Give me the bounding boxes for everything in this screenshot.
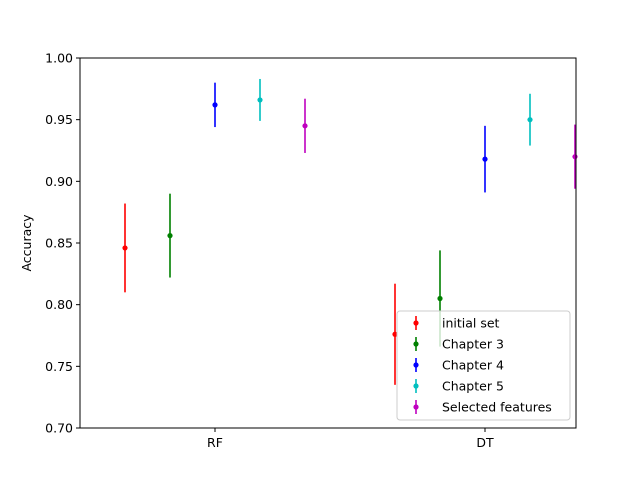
y-tick-label: 0.85 <box>45 236 73 251</box>
point-chapter-4 <box>482 156 488 162</box>
point-chapter-4 <box>212 102 218 108</box>
y-tick-label: 0.75 <box>45 359 73 374</box>
y-tick-label: 0.90 <box>45 174 73 189</box>
legend-marker-chapter-5 <box>413 383 419 389</box>
x-tick-label-rf: RF <box>207 435 223 450</box>
x-tick-label-dt: DT <box>476 435 494 450</box>
point-selected-features <box>302 123 308 129</box>
point-initial-set <box>122 245 128 251</box>
legend-marker-selected-features <box>413 404 419 410</box>
y-axis-label: Accuracy <box>19 214 34 272</box>
legend-label-initial-set: initial set <box>442 316 500 331</box>
legend-label-chapter-3: Chapter 3 <box>442 337 504 352</box>
legend-marker-chapter-4 <box>413 362 419 368</box>
y-tick-label: 0.80 <box>45 297 73 312</box>
legend: initial set Chapter 3 Chapter 4 Chapter 5 Se… <box>396 310 571 421</box>
y-tick-label: 1.00 <box>45 51 73 66</box>
point-selected-features <box>572 154 578 160</box>
legend-label-chapter-4: Chapter 4 <box>442 358 504 373</box>
x-axis: RF DT <box>207 428 494 450</box>
y-axis: 0.70 0.75 0.80 0.85 0.90 0.95 1.00 <box>45 51 80 436</box>
y-tick-label: 0.70 <box>45 421 73 436</box>
point-chapter-5 <box>527 117 533 123</box>
legend-marker-initial-set <box>413 320 419 326</box>
y-tick-label: 0.95 <box>45 112 73 127</box>
legend-box <box>396 310 571 421</box>
point-initial-set <box>392 331 398 337</box>
legend-label-chapter-5: Chapter 5 <box>442 379 504 394</box>
legend-label-selected-features: Selected features <box>442 400 552 415</box>
legend-marker-chapter-3 <box>413 341 419 347</box>
plot-marks <box>122 78 578 385</box>
point-chapter-3 <box>437 295 443 302</box>
point-chapter-5 <box>257 97 263 103</box>
point-chapter-3 <box>167 233 173 239</box>
